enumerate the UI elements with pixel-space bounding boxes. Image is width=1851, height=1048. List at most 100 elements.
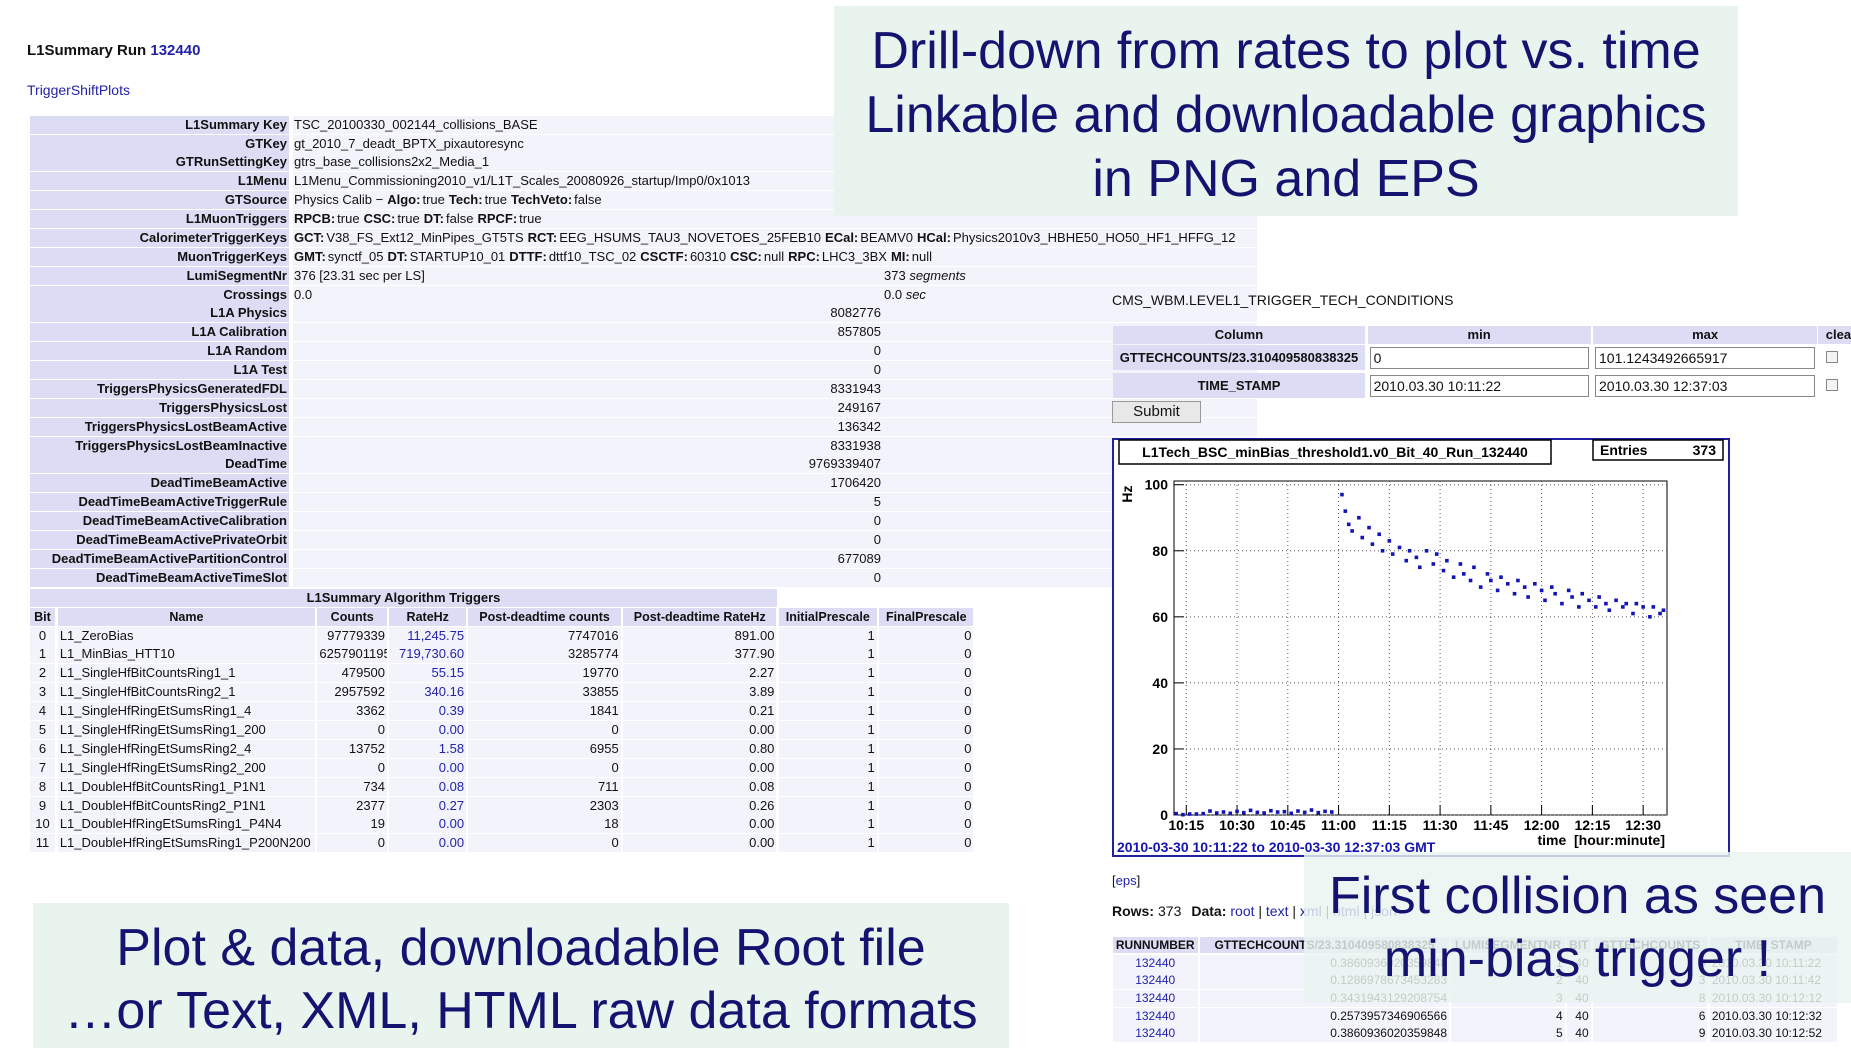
point xyxy=(1275,810,1280,814)
flag-key: CSCTF: xyxy=(640,248,688,264)
x-tick-label: 11:45 xyxy=(1473,817,1508,833)
point xyxy=(1621,605,1625,609)
point xyxy=(1181,812,1185,817)
clear-checkbox[interactable] xyxy=(1826,350,1839,363)
eps-link[interactable]: eps xyxy=(1115,873,1137,888)
point xyxy=(1350,529,1354,533)
point xyxy=(1269,808,1273,813)
point xyxy=(1417,565,1422,570)
point xyxy=(1309,808,1314,812)
point xyxy=(1357,515,1361,520)
algo-cell: 19 xyxy=(317,815,388,834)
run-link[interactable]: 132440 xyxy=(1112,972,1198,990)
summary-label: GTSource xyxy=(30,191,289,210)
rate-link[interactable]: 0.27 xyxy=(389,796,467,815)
point xyxy=(1194,812,1199,816)
format-link[interactable]: text xyxy=(1265,903,1289,919)
run-link[interactable]: 132440 xyxy=(150,42,201,59)
clear-checkbox[interactable] xyxy=(1826,378,1839,391)
point xyxy=(1489,578,1493,583)
summary-label: MuonTriggerKeys xyxy=(30,247,289,266)
rate-link[interactable]: 0.00 xyxy=(389,758,467,777)
rate-link[interactable]: 0.00 xyxy=(389,720,467,739)
summary-count: 8082776 xyxy=(830,305,881,321)
conditions-input[interactable]: 0 xyxy=(1369,346,1589,369)
rate-link[interactable]: 0.00 xyxy=(389,834,467,853)
algo-cell: 734 xyxy=(317,777,388,796)
x-tick-label: 12:00 xyxy=(1524,817,1560,833)
run-link[interactable]: 132440 xyxy=(1112,1007,1198,1025)
page-title: L1Summary Run 132440 xyxy=(27,42,327,62)
point xyxy=(1478,585,1483,589)
shift-plots-link[interactable]: TriggerShiftPlots xyxy=(27,82,130,98)
algo-cell: 0.00 xyxy=(623,720,777,739)
algo-header: FinalPrescale xyxy=(879,607,974,626)
point xyxy=(1431,562,1436,566)
run-link[interactable]: 132440 xyxy=(1112,990,1198,1008)
algo-cell: 0 xyxy=(468,720,621,739)
summary-label: L1MuonTriggers xyxy=(30,210,289,229)
callout: Plot & data, downloadable Root file …or T… xyxy=(33,903,1009,1048)
summary-label: L1A Physics xyxy=(30,304,289,323)
algo-cell: L1_SingleHfRingEtSumsRing1_200 xyxy=(57,720,316,739)
rate-link[interactable]: 0.39 xyxy=(389,702,467,721)
summary-value: 8331938 xyxy=(293,436,1257,455)
extra-value: 373 xyxy=(884,267,906,283)
point xyxy=(1472,565,1476,570)
run-link[interactable]: 132440 xyxy=(1112,954,1198,972)
rate-link[interactable]: 11,245.75 xyxy=(389,626,467,645)
point xyxy=(1485,572,1490,576)
algo-cell: 1 xyxy=(778,834,877,853)
summary-value: 376 [23.31 sec per LS] 373 segments xyxy=(293,266,1257,285)
summary-label: DeadTimeBeamActiveTimeSlot xyxy=(30,568,289,587)
summary-value: 136342 xyxy=(293,417,1257,436)
algo-cell: L1_ZeroBias xyxy=(57,626,316,645)
algo-cell: 1 xyxy=(778,645,877,664)
stats-box xyxy=(1592,439,1724,461)
conditions-table-name: CMS_WBM.LEVEL1_TRIGGER_TECH_CONDITIONS xyxy=(1112,292,1454,308)
point xyxy=(1566,588,1571,593)
algo-cell: 1 xyxy=(778,664,877,683)
rate-link[interactable]: 0.08 xyxy=(389,777,467,796)
title-box xyxy=(1118,439,1552,465)
run-link[interactable]: 132440 xyxy=(1112,1025,1198,1043)
conditions-input[interactable]: 2010.03.30 10:11:22 xyxy=(1369,374,1589,397)
flag-value: null xyxy=(763,248,785,264)
submit-button[interactable]: Submit xyxy=(1112,401,1201,423)
rate-link[interactable]: 719,730.60 xyxy=(389,645,467,664)
algo-cell: 1841 xyxy=(468,702,621,721)
rate-link[interactable]: 0.00 xyxy=(389,815,467,834)
summary-label: DeadTimeBeamActivePrivateOrbit xyxy=(30,531,289,549)
format-link[interactable]: root xyxy=(1230,903,1255,919)
conditions-input[interactable]: 2010.03.30 12:37:03 xyxy=(1595,374,1816,397)
rate-link[interactable]: 55.15 xyxy=(389,664,467,683)
algo-cell: 5 xyxy=(29,720,56,739)
summary-text: TSC_20100330_002144_collisions_BASE xyxy=(294,116,538,132)
entries-value: 373 xyxy=(1693,442,1717,458)
algo-header: Counts xyxy=(317,607,388,626)
point xyxy=(1255,810,1260,815)
algo-cell: 1 xyxy=(778,626,877,645)
point xyxy=(1577,605,1581,609)
rate-link[interactable]: 340.16 xyxy=(389,683,467,702)
point xyxy=(1340,492,1344,497)
flag-key: GCT: xyxy=(294,229,325,245)
callout-line: Linkable and downloadable graphics xyxy=(865,86,1707,144)
point xyxy=(1516,578,1520,583)
algo-cell: 0 xyxy=(879,796,974,815)
point xyxy=(1522,585,1527,589)
rate-link[interactable]: 1.58 xyxy=(389,739,467,758)
point xyxy=(1445,558,1449,563)
point xyxy=(1434,552,1439,556)
point xyxy=(1512,591,1517,596)
summary-label: L1Summary Key xyxy=(30,115,289,134)
algo-cell: 2377 xyxy=(317,796,388,815)
algo-cell: 0 xyxy=(317,834,388,853)
point xyxy=(1570,595,1574,599)
algo-cell: 9 xyxy=(29,796,56,815)
summary-value: GCT: V38_FS_Ext12_MinPipes_GT5TS RCT: EEG_H… xyxy=(293,228,1257,247)
conditions-input[interactable]: 101.1243492665917 xyxy=(1595,346,1816,369)
point xyxy=(1651,605,1656,609)
point xyxy=(1607,608,1612,613)
summary-count: 5 xyxy=(873,494,881,510)
